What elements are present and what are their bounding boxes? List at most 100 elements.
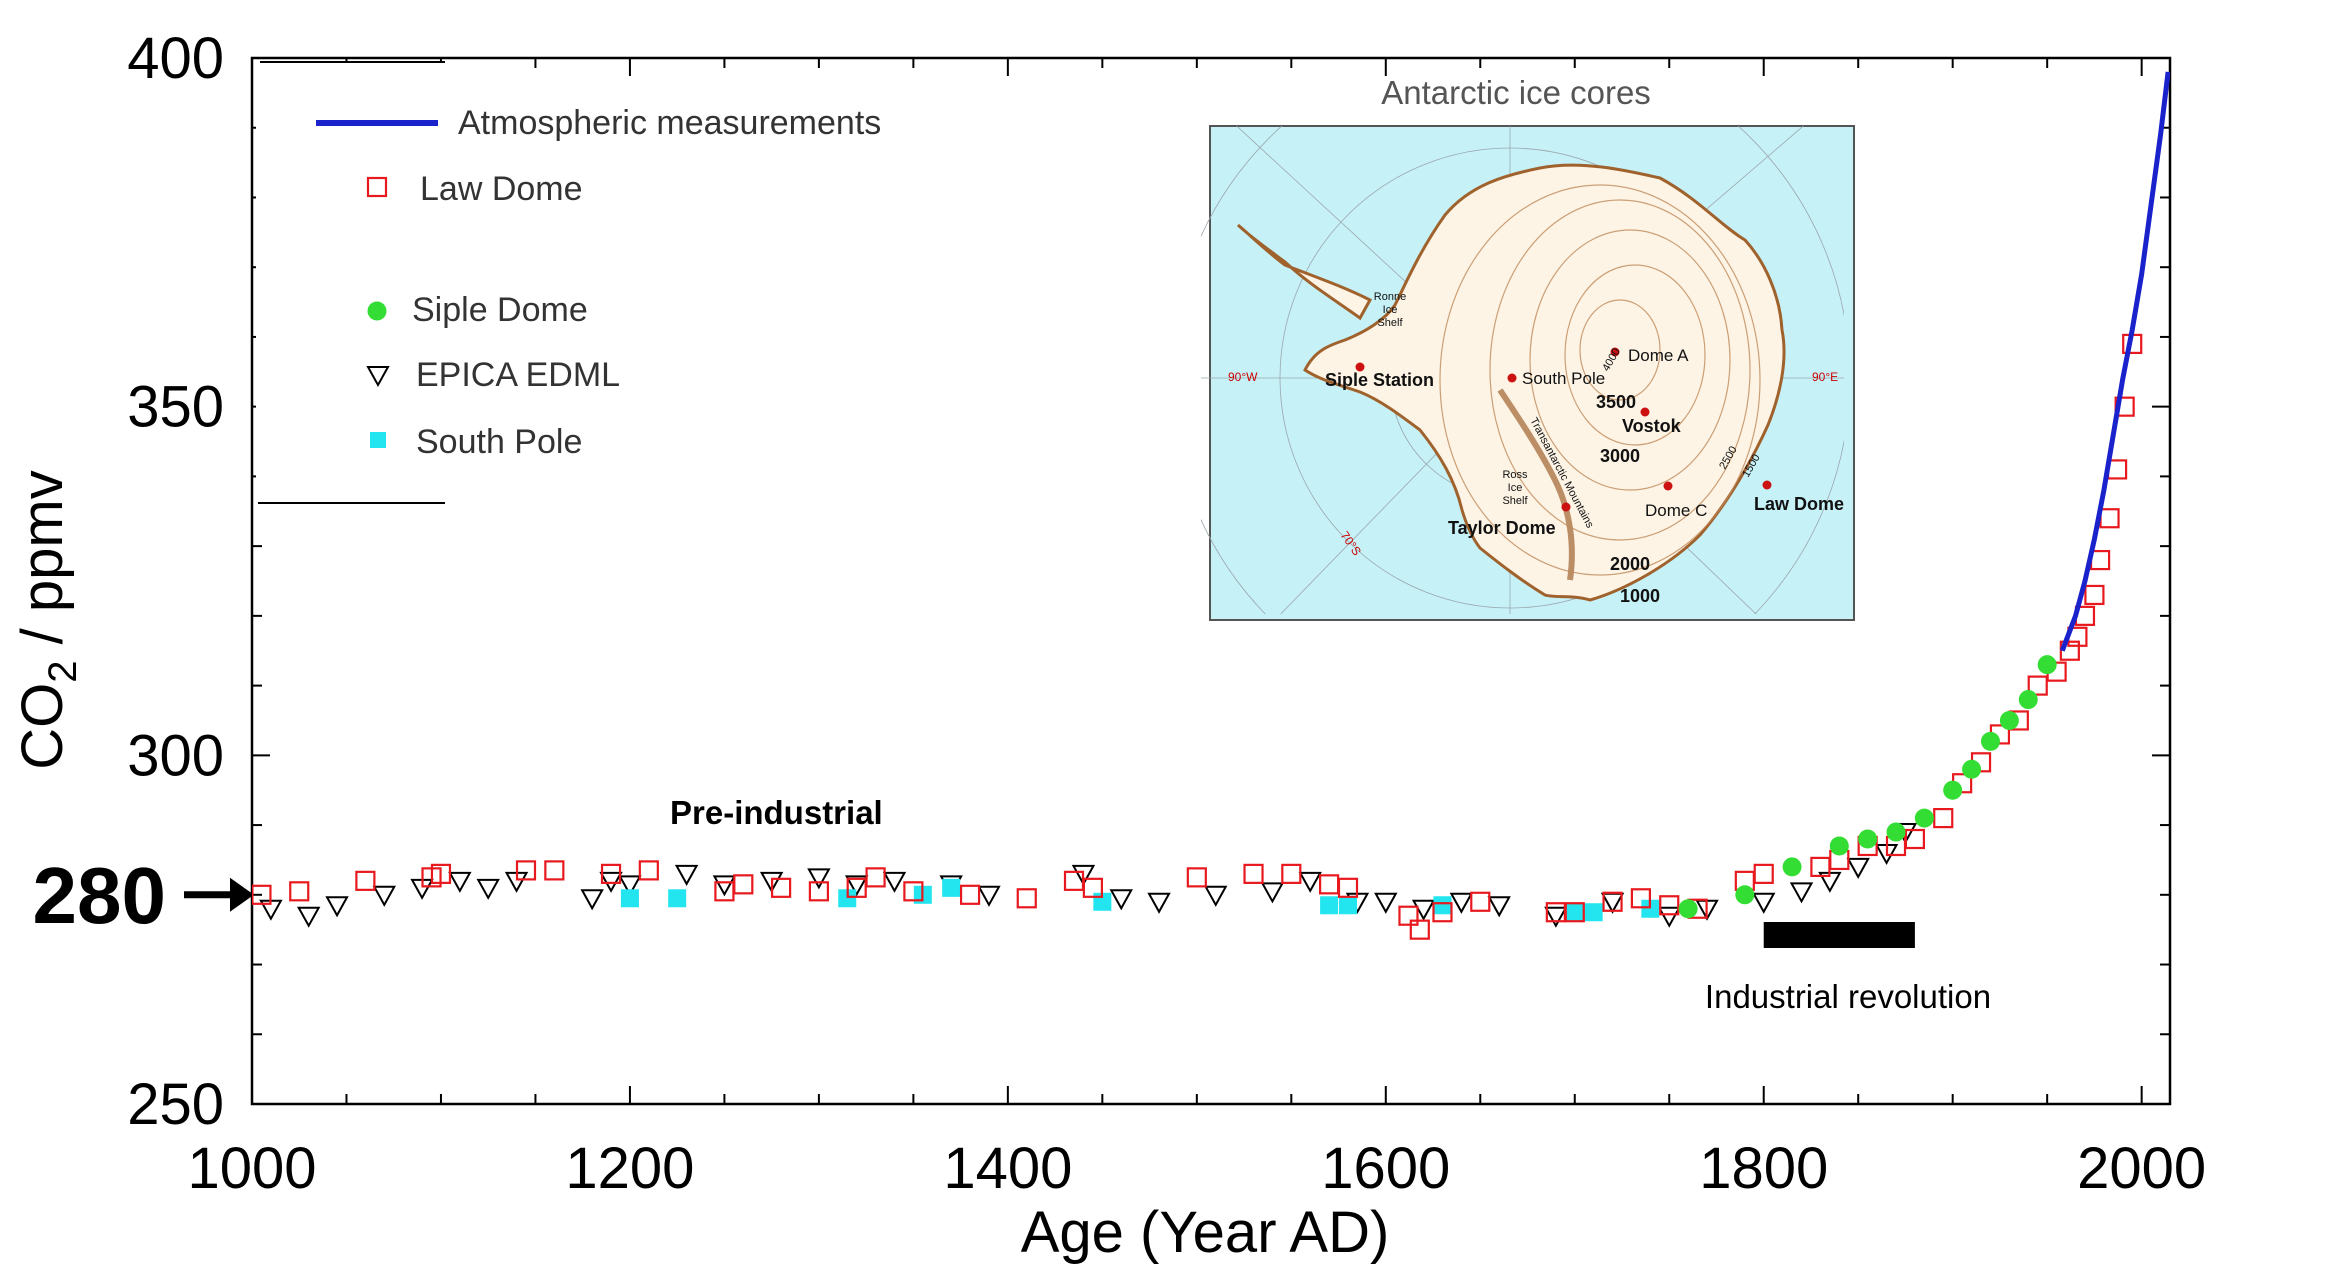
epica-edml-point	[1411, 899, 1436, 921]
siple-dome-point	[1943, 780, 1963, 800]
siple-dome-point	[1829, 836, 1849, 856]
x-tick-label: 1800	[1699, 1136, 1828, 1201]
map-label-ronne: Ronne	[1374, 291, 1406, 303]
law-dome-point	[771, 877, 792, 898]
law-dome-point	[1933, 807, 1954, 829]
law-dome-point	[515, 860, 537, 881]
map-label-ronne-ice: Ice	[1383, 304, 1398, 316]
map-label-siple-station: Siple Station	[1325, 370, 1434, 390]
epica-edml-point	[372, 885, 396, 907]
siple-dome-point	[2037, 655, 2057, 675]
epica-edml-point	[1752, 892, 1776, 914]
epica-edml-point	[476, 878, 500, 900]
siple-dome-point	[1858, 829, 1878, 849]
law-dome-point	[733, 874, 754, 895]
law-dome-point	[638, 860, 659, 881]
south-pole-point	[668, 889, 687, 908]
y-tick-label: 250	[127, 1072, 224, 1137]
law-dome-point	[1337, 877, 1359, 898]
inset-map: Antarctic ice cores	[1201, 74, 1855, 621]
legend-item-law-dome: Law Dome	[366, 170, 583, 208]
x-axis-title: Age (Year AD)	[1021, 1200, 1390, 1265]
epica-edml-point	[712, 875, 737, 897]
epica-edml-point	[1789, 882, 1814, 904]
law-dome-point	[1409, 919, 1430, 940]
inset-title: Antarctic ice cores	[1381, 74, 1651, 111]
series-law-dome	[252, 333, 2143, 940]
siple-dome-point	[1999, 710, 2019, 730]
legend-item-south-pole: South Pole	[370, 423, 582, 461]
series-siple-dome	[1678, 655, 2057, 919]
industrial-revolution-bar	[1763, 922, 1915, 948]
y-axis-title: CO2 / ppmv	[10, 470, 85, 769]
epica-edml-point	[1544, 906, 1568, 928]
reference-280-label: 280	[33, 851, 166, 940]
epica-edml-point	[1071, 864, 1096, 886]
antarctica-map: Ronne Ice Shelf Siple Station South Pole…	[1201, 126, 1844, 614]
law-dome-point	[289, 881, 310, 902]
siple-dome-point	[1886, 822, 1906, 842]
law-dome-point	[1082, 877, 1103, 898]
law-dome-point	[430, 863, 452, 884]
legend-label-siple-dome: Siple Dome	[412, 291, 588, 329]
legend: Atmospheric measurements Law Dome Siple …	[256, 61, 881, 504]
siple-dome-point	[1678, 899, 1698, 919]
south-pole-point	[1641, 899, 1660, 918]
x-tick-label: 1400	[943, 1136, 1072, 1201]
axis-ticks	[251, 57, 2170, 1105]
epica-edml-point	[448, 871, 472, 893]
south-pole-point	[620, 889, 639, 908]
map-label-ross-ice: Ice	[1508, 482, 1523, 494]
epica-edml-point	[1147, 892, 1171, 914]
law-dome-point	[846, 877, 867, 898]
law-dome-point	[808, 881, 829, 902]
epica-edml-point	[844, 875, 869, 897]
epica-edml-point	[1374, 892, 1398, 914]
epica-edml-point	[1109, 889, 1133, 911]
epica-edml-point	[882, 871, 907, 893]
x-tick-label: 1600	[1321, 1136, 1450, 1201]
epica-edml-point	[325, 896, 349, 918]
map-label-2000: 2000	[1610, 554, 1650, 574]
y-tick-label: 400	[127, 26, 224, 91]
epica-edml-point	[1204, 885, 1228, 907]
law-dome-point	[1564, 902, 1585, 923]
x-tick-label: 2000	[2077, 1136, 2206, 1201]
south-pole-point	[1339, 896, 1357, 915]
law-dome-point	[600, 863, 622, 884]
south-pole-point	[1320, 896, 1339, 915]
map-label-ross-shelf: Shelf	[1502, 495, 1528, 507]
map-label-dome-a: Dome A	[1628, 346, 1689, 365]
map-label-law-dome: Law Dome	[1754, 494, 1844, 514]
law-dome-point	[1016, 888, 1037, 909]
law-dome-point	[865, 867, 886, 888]
map-label-south-pole: South Pole	[1522, 369, 1605, 388]
south-pole-point	[838, 889, 857, 908]
legend-item-epica: EPICA EDML	[366, 356, 620, 394]
siple-dome-point	[1782, 857, 1802, 877]
law-dome-point	[252, 884, 272, 905]
epica-edml-point	[759, 871, 784, 893]
epica-edml-point	[977, 885, 1001, 907]
peninsula-shape	[1236, 223, 1373, 321]
epica-edml-point	[1449, 892, 1474, 914]
y-tick-label: 350	[127, 375, 224, 440]
law-dome-point	[355, 870, 376, 891]
map-label-taylor-dome: Taylor Dome	[1448, 518, 1556, 538]
epica-edml-point	[1260, 882, 1285, 904]
epica-edml-point	[1298, 871, 1322, 893]
map-label-ronne-shelf: Shelf	[1377, 317, 1403, 329]
law-dome-point	[1602, 891, 1623, 912]
legend-label-law-dome: Law Dome	[420, 170, 583, 208]
epica-edml-point	[1657, 906, 1681, 928]
law-dome-point	[1281, 863, 1302, 884]
siple-dome-point	[1735, 885, 1755, 905]
map-label-dome-c: Dome C	[1645, 501, 1707, 520]
south-pole-point	[942, 878, 961, 897]
siple-dome-point	[1962, 759, 1982, 779]
industrial-revolution-label: Industrial revolution	[1705, 978, 1991, 1015]
legend-label-south-pole: South Pole	[416, 423, 582, 461]
x-tick-label: 1200	[565, 1136, 694, 1201]
law-dome-point	[1659, 895, 1680, 916]
